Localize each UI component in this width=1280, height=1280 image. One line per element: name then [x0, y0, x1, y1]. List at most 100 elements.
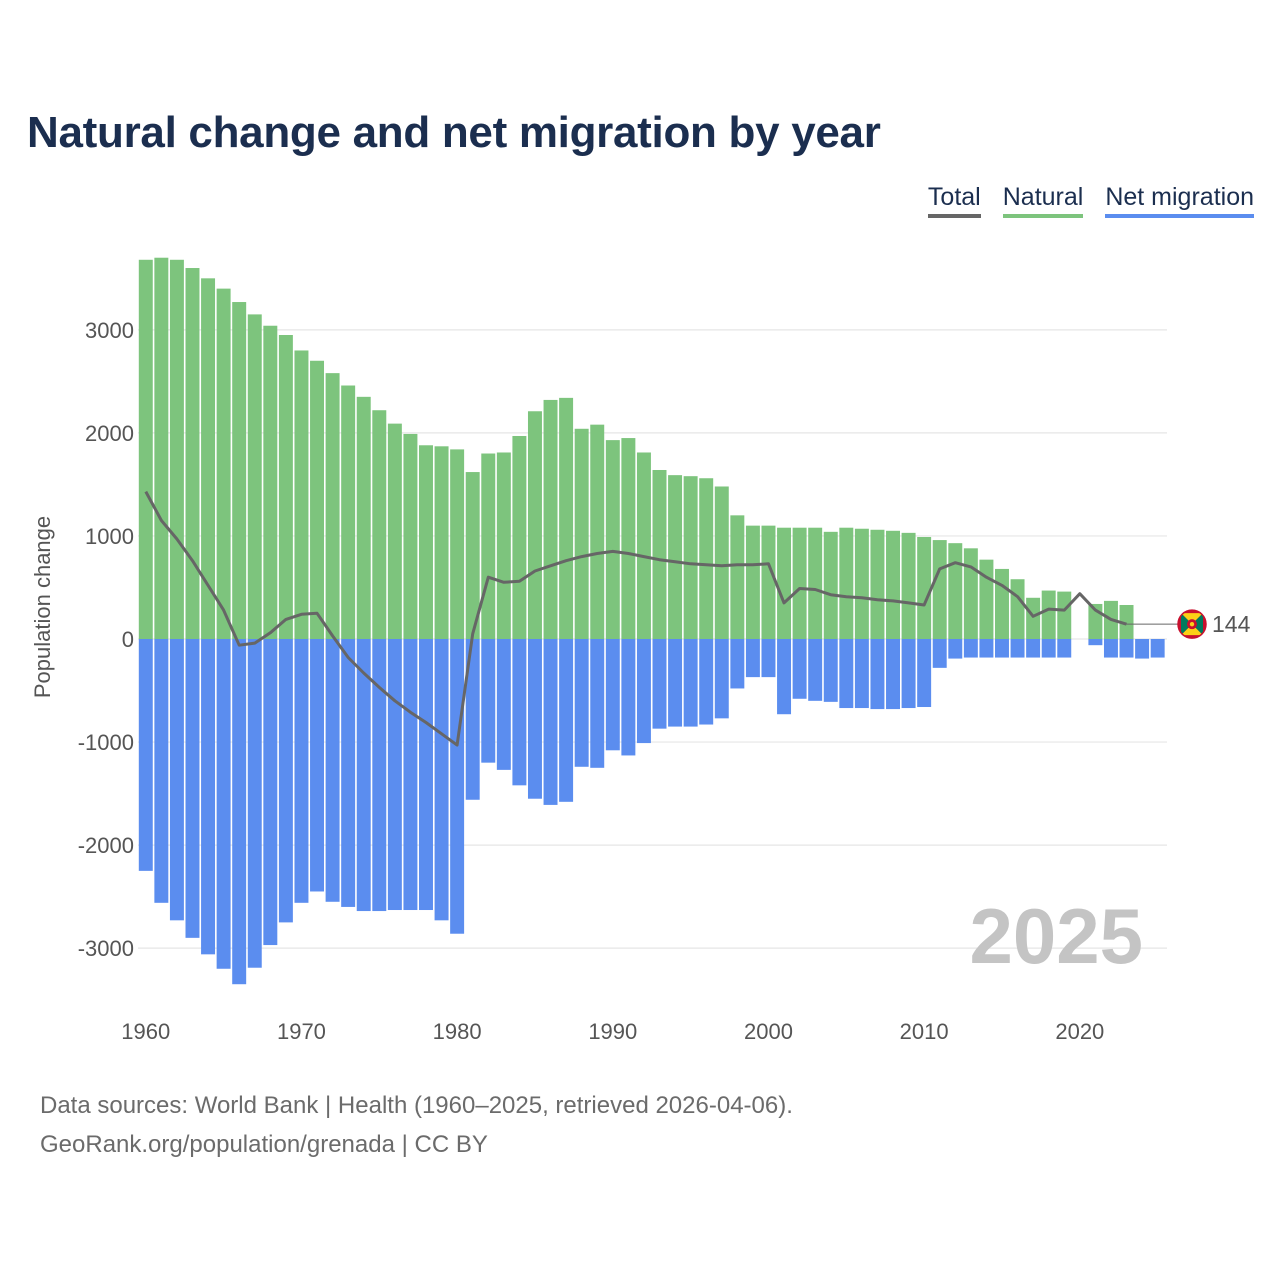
- net-migration-bar[interactable]: [714, 639, 729, 719]
- natural-bar[interactable]: [185, 268, 200, 639]
- natural-bar[interactable]: [512, 435, 527, 639]
- net-migration-bar[interactable]: [1119, 639, 1134, 658]
- net-migration-bar[interactable]: [465, 639, 480, 800]
- natural-bar[interactable]: [745, 525, 760, 639]
- net-migration-bar[interactable]: [1010, 639, 1025, 658]
- net-migration-bar[interactable]: [605, 639, 620, 751]
- natural-bar[interactable]: [636, 452, 651, 639]
- net-migration-bar[interactable]: [356, 639, 371, 912]
- natural-bar[interactable]: [216, 288, 231, 639]
- natural-bar[interactable]: [201, 278, 216, 639]
- natural-bar[interactable]: [917, 536, 932, 639]
- natural-bar[interactable]: [839, 527, 854, 639]
- natural-bar[interactable]: [901, 532, 916, 639]
- net-migration-bar[interactable]: [948, 639, 963, 659]
- natural-bar[interactable]: [932, 540, 947, 639]
- net-migration-bar[interactable]: [590, 639, 605, 768]
- natural-bar[interactable]: [1041, 590, 1056, 639]
- net-migration-bar[interactable]: [699, 639, 714, 725]
- net-migration-bar[interactable]: [1103, 639, 1118, 658]
- net-migration-bar[interactable]: [325, 639, 340, 902]
- natural-bar[interactable]: [1119, 604, 1134, 639]
- natural-bar[interactable]: [668, 475, 683, 639]
- net-migration-bar[interactable]: [1135, 639, 1150, 659]
- natural-bar[interactable]: [387, 423, 402, 639]
- net-migration-bar[interactable]: [995, 639, 1009, 658]
- net-migration-bar[interactable]: [963, 639, 978, 658]
- net-migration-bar[interactable]: [372, 639, 387, 912]
- source-line-2[interactable]: GeoRank.org/population/grenada | CC BY: [40, 1131, 488, 1158]
- net-migration-bar[interactable]: [154, 639, 169, 903]
- legend-total[interactable]: Total: [927, 183, 981, 218]
- natural-bar[interactable]: [559, 397, 574, 639]
- net-migration-bar[interactable]: [201, 639, 216, 955]
- net-migration-bar[interactable]: [668, 639, 683, 727]
- net-migration-bar[interactable]: [341, 639, 356, 907]
- natural-bar[interactable]: [154, 257, 169, 639]
- natural-bar[interactable]: [730, 515, 745, 639]
- net-migration-bar[interactable]: [169, 639, 184, 921]
- natural-bar[interactable]: [232, 302, 247, 639]
- natural-bar[interactable]: [294, 350, 309, 639]
- net-migration-bar[interactable]: [854, 639, 869, 709]
- net-migration-bar[interactable]: [403, 639, 418, 911]
- natural-bar[interactable]: [808, 527, 823, 639]
- net-migration-bar[interactable]: [761, 639, 776, 678]
- natural-bar[interactable]: [963, 548, 978, 639]
- legend-net-migration[interactable]: Net migration: [1105, 183, 1254, 218]
- natural-bar[interactable]: [574, 428, 589, 639]
- natural-bar[interactable]: [621, 438, 636, 639]
- net-migration-bar[interactable]: [932, 639, 947, 668]
- natural-bar[interactable]: [496, 452, 511, 639]
- net-migration-bar[interactable]: [1150, 639, 1165, 658]
- natural-bar[interactable]: [278, 335, 293, 639]
- net-migration-bar[interactable]: [232, 639, 247, 985]
- natural-bar[interactable]: [247, 314, 262, 639]
- net-migration-bar[interactable]: [777, 639, 792, 715]
- net-migration-bar[interactable]: [278, 639, 293, 923]
- net-migration-bar[interactable]: [450, 639, 465, 934]
- net-migration-bar[interactable]: [979, 639, 994, 658]
- legend-natural[interactable]: Natural: [1002, 183, 1084, 218]
- net-migration-bar[interactable]: [808, 639, 823, 701]
- natural-bar[interactable]: [652, 469, 667, 639]
- net-migration-bar[interactable]: [1088, 639, 1103, 646]
- net-migration-bar[interactable]: [512, 639, 527, 786]
- natural-bar[interactable]: [1057, 591, 1072, 639]
- net-migration-bar[interactable]: [886, 639, 900, 710]
- natural-bar[interactable]: [792, 527, 807, 639]
- net-migration-bar[interactable]: [138, 639, 153, 871]
- net-migration-bar[interactable]: [247, 639, 262, 968]
- natural-bar[interactable]: [870, 529, 885, 639]
- net-migration-bar[interactable]: [683, 639, 698, 727]
- net-migration-bar[interactable]: [387, 639, 402, 911]
- natural-bar[interactable]: [1026, 597, 1041, 639]
- net-migration-bar[interactable]: [917, 639, 932, 708]
- natural-bar[interactable]: [714, 486, 729, 639]
- natural-bar[interactable]: [372, 410, 387, 639]
- net-migration-bar[interactable]: [901, 639, 916, 709]
- natural-bar[interactable]: [605, 440, 620, 639]
- natural-bar[interactable]: [434, 446, 449, 639]
- natural-bar[interactable]: [823, 531, 838, 639]
- natural-bar[interactable]: [979, 559, 994, 639]
- net-migration-bar[interactable]: [1057, 639, 1072, 658]
- net-migration-bar[interactable]: [823, 639, 838, 702]
- net-migration-bar[interactable]: [745, 639, 760, 678]
- net-migration-bar[interactable]: [185, 639, 200, 938]
- natural-bar[interactable]: [341, 385, 356, 639]
- net-migration-bar[interactable]: [652, 639, 667, 729]
- net-migration-bar[interactable]: [636, 639, 651, 744]
- net-migration-bar[interactable]: [730, 639, 745, 689]
- natural-bar[interactable]: [527, 411, 542, 639]
- natural-bar[interactable]: [543, 399, 558, 639]
- natural-bar[interactable]: [138, 259, 153, 639]
- natural-bar[interactable]: [465, 472, 480, 639]
- natural-bar[interactable]: [356, 396, 371, 639]
- natural-bar[interactable]: [948, 543, 963, 639]
- net-migration-bar[interactable]: [434, 639, 449, 921]
- natural-bar[interactable]: [590, 424, 605, 639]
- natural-bar[interactable]: [886, 530, 900, 639]
- natural-bar[interactable]: [761, 525, 776, 639]
- natural-bar[interactable]: [699, 478, 714, 639]
